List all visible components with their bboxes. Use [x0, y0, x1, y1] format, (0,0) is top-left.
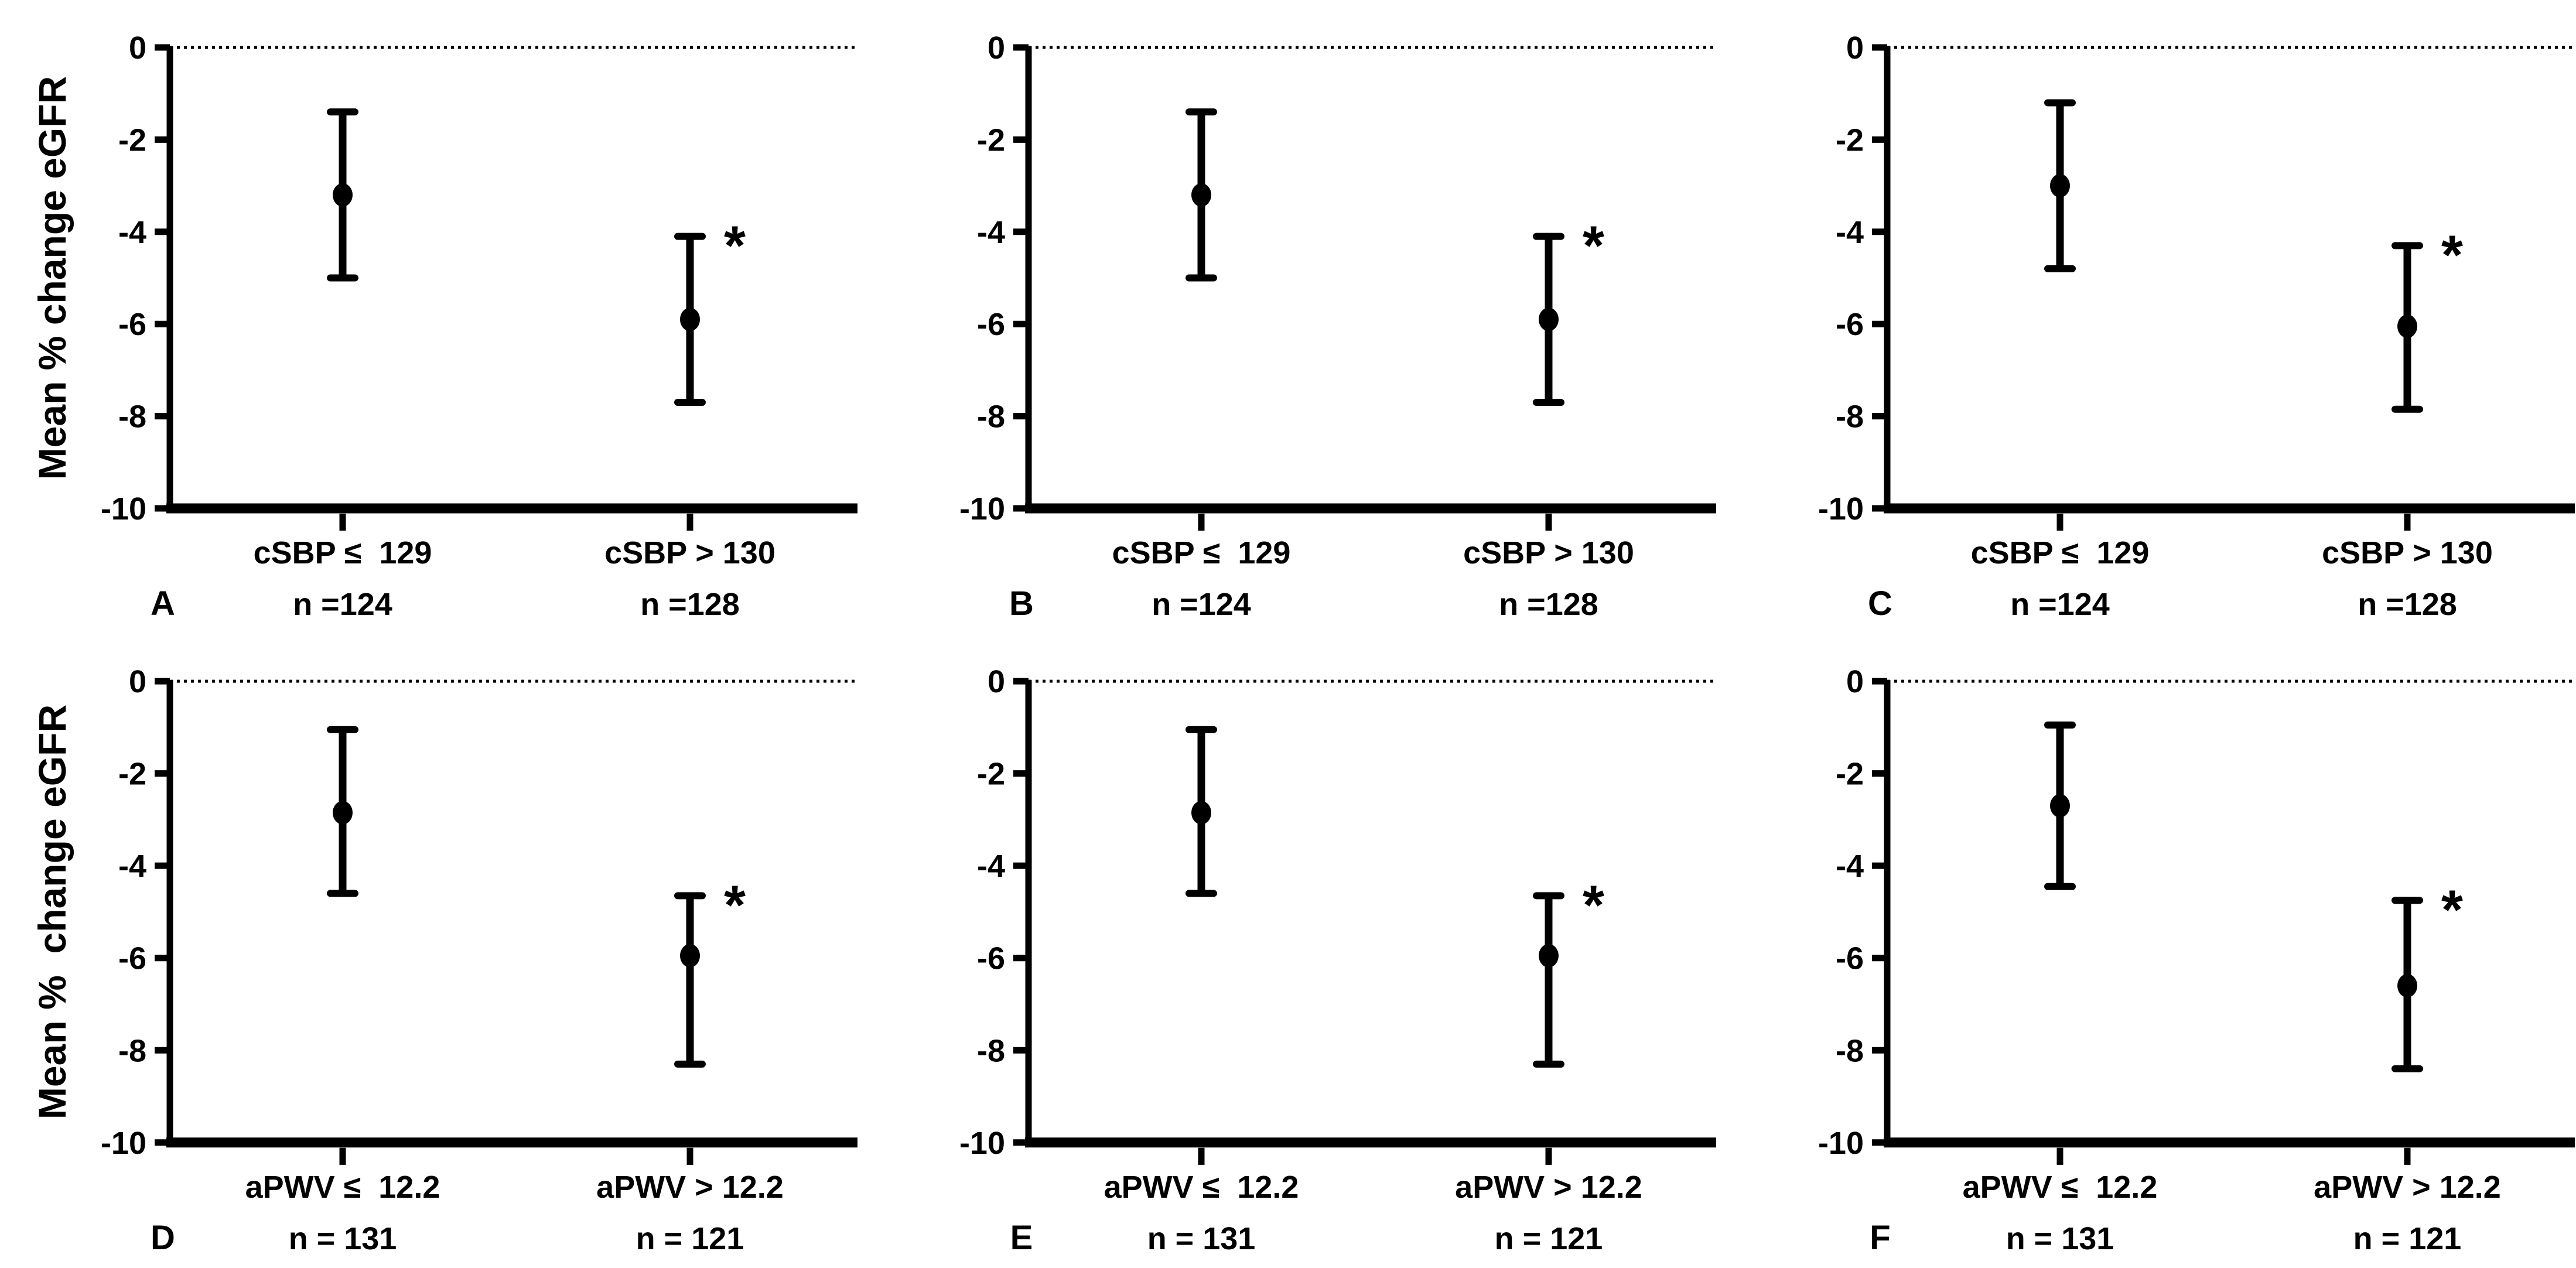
category-label: cSBP > 130	[2322, 535, 2493, 570]
mean-marker	[2397, 973, 2417, 997]
y-tick-label: -6	[1836, 941, 1864, 976]
category-label: aPWV ≤ 12.2	[1104, 1170, 1299, 1205]
y-tick-label: -4	[118, 849, 146, 884]
panel-letter: B	[1009, 585, 1034, 623]
y-tick-label: 0	[129, 664, 146, 699]
y-tick-label: -8	[977, 1033, 1005, 1068]
mean-marker	[680, 944, 700, 968]
significance-asterisk: *	[724, 215, 746, 277]
panel-letter: D	[151, 1219, 175, 1257]
panel-c-plot: 0 -2 -4 -6 -8 -10 cSBP ≤ 129 n =124 * cSBP > 130 n…	[1818, 30, 2575, 623]
panel-d-plot: 0 -2 -4 -6 -8 -10 Mean % change eGFR aPWV ≤ 12.…	[30, 664, 857, 1257]
category-label: cSBP ≤ 129	[1971, 535, 2150, 570]
n-label: n = 121	[1495, 1221, 1603, 1256]
category-label: cSBP ≤ 129	[1112, 535, 1291, 570]
category-label: cSBP > 130	[1463, 535, 1634, 570]
y-tick-label: -10	[1818, 491, 1864, 527]
n-label: n = 131	[1147, 1221, 1256, 1256]
y-tick-label: -8	[118, 1033, 146, 1068]
y-tick-label: -6	[977, 307, 1005, 342]
y-axis-title: Mean % change eGFR	[30, 705, 74, 1119]
panel-c: 0 -2 -4 -6 -8 -10 cSBP ≤ 129 n =124 * cSBP > 130 n…	[1717, 0, 2576, 634]
panel-d: 0 -2 -4 -6 -8 -10 Mean % change eGFR aPWV ≤ 12.…	[0, 634, 859, 1268]
y-tick-label: -8	[118, 399, 146, 435]
y-tick-label: -2	[1836, 757, 1864, 792]
panel-e: 0 -2 -4 -6 -8 -10 aPWV ≤ 12.2 n = 131 * aPWV > 12…	[859, 634, 1717, 1268]
n-label: n =128	[1499, 587, 1598, 622]
y-tick-label: -4	[1836, 849, 1864, 884]
category-label: aPWV > 12.2	[2314, 1170, 2501, 1205]
n-label: n = 121	[2353, 1221, 2462, 1256]
y-tick-label: -10	[959, 1126, 1005, 1161]
y-tick-label: -4	[977, 849, 1005, 884]
y-tick-label: -10	[101, 1126, 146, 1161]
mean-marker	[1191, 183, 1211, 207]
y-tick-label: -2	[118, 757, 146, 792]
y-tick-label: -8	[1836, 399, 1864, 435]
mean-marker	[1539, 944, 1559, 968]
panel-b-plot: 0 -2 -4 -6 -8 -10 cSBP ≤ 129 n =124 * cSBP > 130 n…	[959, 30, 1716, 623]
y-tick-label: -10	[1818, 1126, 1864, 1161]
y-tick-label: -8	[1836, 1033, 1864, 1068]
n-label: n =124	[2010, 587, 2110, 622]
category-label: aPWV > 12.2	[596, 1170, 784, 1205]
panel-a: 0 -2 -4 -6 -8 -10 Mean % change eGFR cSBP ≤ 129…	[0, 0, 859, 634]
y-tick-label: -10	[101, 491, 146, 527]
y-axis-title: Mean % change eGFR	[30, 76, 74, 480]
y-tick-label: -10	[959, 491, 1005, 527]
y-tick-label: -6	[118, 941, 146, 976]
y-tick-label: 0	[1846, 664, 1864, 699]
y-tick-label: -6	[977, 941, 1005, 976]
y-tick-label: -8	[977, 399, 1005, 435]
n-label: n = 131	[289, 1221, 397, 1256]
y-tick-label: -4	[1836, 215, 1864, 250]
y-tick-label: 0	[988, 664, 1005, 699]
n-label: n =124	[293, 587, 392, 622]
n-label: n =128	[640, 587, 740, 622]
y-tick-label: -4	[977, 215, 1005, 250]
y-tick-label: 0	[129, 30, 146, 66]
y-tick-label: -2	[977, 122, 1005, 158]
significance-asterisk: *	[2441, 879, 2463, 941]
panel-b: 0 -2 -4 -6 -8 -10 cSBP ≤ 129 n =124 * cSBP > 130 n…	[859, 0, 1717, 634]
y-tick-label: -2	[118, 122, 146, 158]
category-label: cSBP ≤ 129	[254, 535, 432, 570]
mean-marker	[2050, 794, 2070, 818]
panel-a-plot: 0 -2 -4 -6 -8 -10 Mean % change eGFR cSBP ≤ 129…	[30, 30, 857, 623]
y-tick-label: -4	[118, 215, 146, 250]
significance-asterisk: *	[2441, 224, 2463, 286]
n-label: n =128	[2358, 587, 2457, 622]
mean-marker	[680, 307, 700, 331]
y-tick-label: -2	[1836, 122, 1864, 158]
mean-marker	[333, 801, 353, 825]
panel-letter: A	[151, 585, 175, 623]
n-label: n =124	[1152, 587, 1251, 622]
y-tick-label: 0	[1846, 30, 1864, 66]
category-label: cSBP > 130	[604, 535, 775, 570]
category-label: aPWV ≤ 12.2	[1963, 1170, 2158, 1205]
mean-marker	[1191, 801, 1211, 825]
y-tick-label: 0	[988, 30, 1005, 66]
mean-marker	[333, 183, 353, 207]
mean-marker	[2050, 174, 2070, 198]
y-tick-label: -6	[118, 307, 146, 342]
panel-f: 0 -2 -4 -6 -8 -10 aPWV ≤ 12.2 n = 131 * aPWV > 12…	[1717, 634, 2576, 1268]
n-label: n = 131	[2006, 1221, 2114, 1256]
mean-marker	[1539, 307, 1559, 331]
y-tick-label: -6	[1836, 307, 1864, 342]
panel-f-plot: 0 -2 -4 -6 -8 -10 aPWV ≤ 12.2 n = 131 * aPWV > 12…	[1818, 664, 2575, 1257]
significance-asterisk: *	[724, 874, 746, 936]
panel-letter: E	[1010, 1219, 1033, 1257]
panel-e-plot: 0 -2 -4 -6 -8 -10 aPWV ≤ 12.2 n = 131 * aPWV > 12…	[959, 664, 1716, 1257]
mean-marker	[2397, 315, 2417, 339]
n-label: n = 121	[636, 1221, 744, 1256]
significance-asterisk: *	[1583, 215, 1604, 277]
y-tick-label: -2	[977, 757, 1005, 792]
panel-letter: F	[1870, 1219, 1890, 1257]
panel-letter: C	[1868, 585, 1892, 623]
category-label: aPWV > 12.2	[1455, 1170, 1642, 1205]
category-label: aPWV ≤ 12.2	[245, 1170, 440, 1205]
significance-asterisk: *	[1583, 874, 1604, 936]
